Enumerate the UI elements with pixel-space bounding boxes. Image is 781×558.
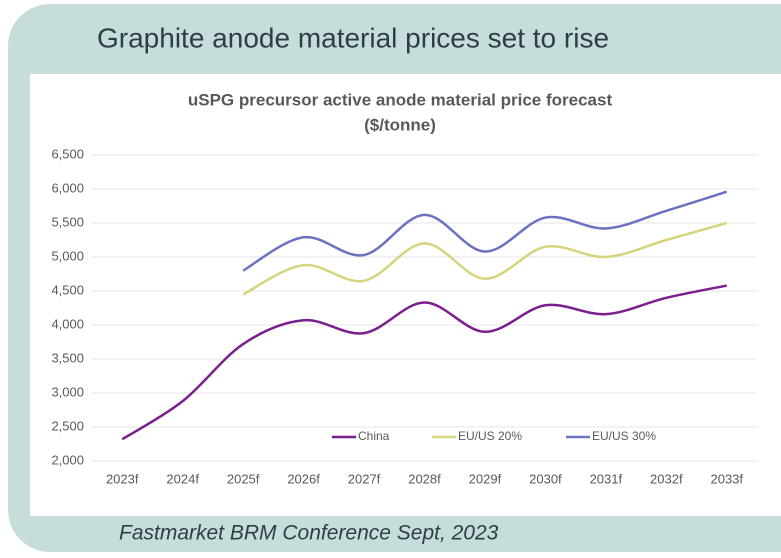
x-tick-label: 2030f: [529, 471, 562, 486]
header-title: Graphite anode material prices set to ri…: [97, 22, 609, 53]
series-line: [242, 221, 728, 296]
footer: Fastmarket BRM Conference Sept, 2023: [119, 522, 499, 545]
y-tick-label: 4,500: [51, 282, 84, 297]
y-tick-label: 4,000: [51, 316, 84, 331]
x-tick-label: 2029f: [469, 471, 502, 486]
series-line: [242, 190, 728, 272]
y-tick-label: 5,000: [51, 248, 84, 263]
y-tick-label: 5,500: [51, 214, 84, 229]
x-tick-label: 2032f: [650, 471, 683, 486]
x-tick-label: 2031f: [590, 471, 623, 486]
legend-label: EU/US 20%: [458, 429, 522, 443]
y-tick-label: 3,000: [51, 384, 84, 399]
y-tick-label: 6,000: [51, 180, 84, 195]
y-tick-label: 3,500: [51, 350, 84, 365]
chart-area: [30, 74, 781, 516]
x-tick-label: 2028f: [408, 471, 441, 486]
x-tick-label: 2024f: [166, 471, 199, 486]
legend-label: China: [358, 429, 390, 443]
x-tick-label: 2023f: [106, 471, 139, 486]
chart-title: uSPG precursor active anode material pri…: [188, 90, 613, 109]
x-tick-label: 2027f: [348, 471, 381, 486]
legend-label: EU/US 30%: [592, 429, 656, 443]
x-tick-label: 2025f: [227, 471, 260, 486]
x-tick-label: 2026f: [287, 471, 320, 486]
y-tick-label: 6,500: [51, 146, 84, 161]
x-tick-label: 2033f: [710, 471, 743, 486]
y-tick-label: 2,000: [51, 452, 84, 467]
chart-subtitle: ($/tonne): [364, 115, 436, 134]
series-line: [121, 284, 728, 441]
y-tick-label: 2,500: [51, 418, 84, 433]
